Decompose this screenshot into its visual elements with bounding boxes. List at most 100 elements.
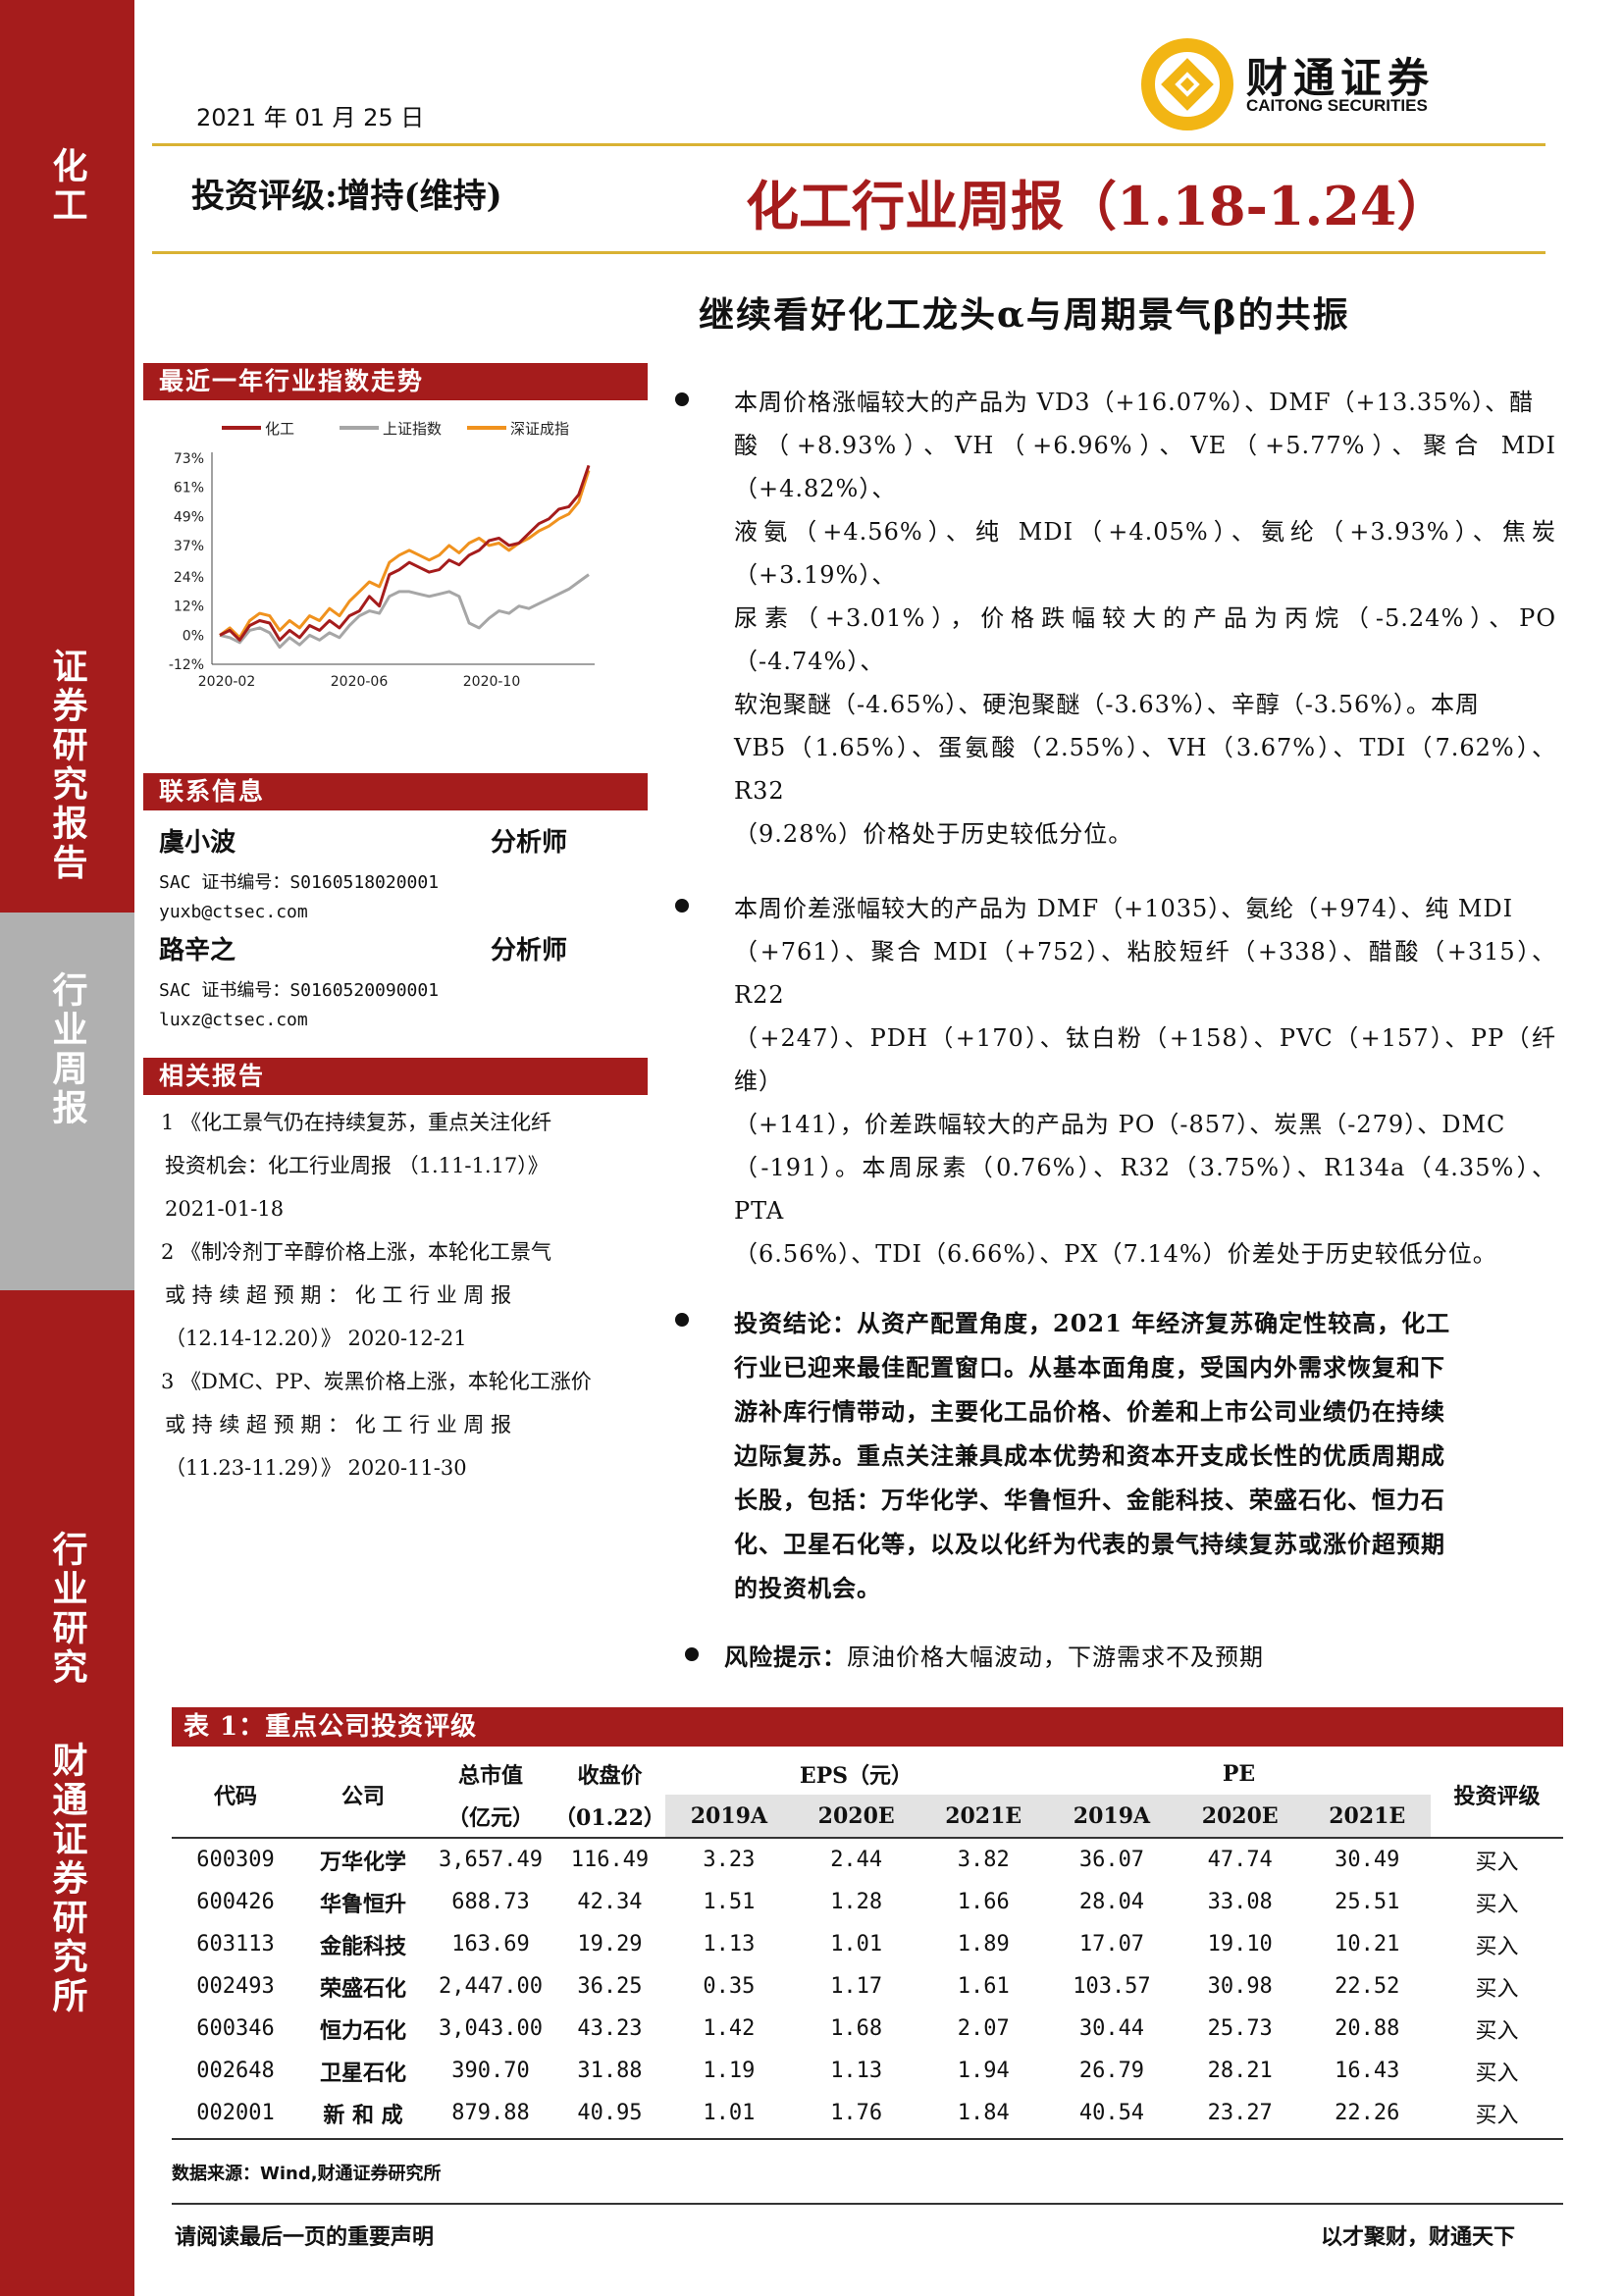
table-cell: 1.42: [703, 2016, 756, 2041]
x-tick-label: 2020-10: [463, 674, 521, 690]
table-row: 002648 卫星石化 390.70 31.88 1.19 1.13 1.94 26.79 28…: [172, 2050, 1563, 2092]
th-eps: EPS（元）: [799, 1762, 914, 1789]
related-item-date: （11.23-11.29）》 2020-11-30: [165, 1456, 467, 1480]
bullet-spread-change: 本周价差涨幅较大的产品为 DMF（+1035）、氨纶（+974）、纯 MDI （+…: [675, 887, 1556, 1276]
company-name: 荣盛石化: [319, 1975, 406, 2002]
related-item[interactable]: 2 《制冷剂丁辛醇价格上涨，本轮化工景气 或 持 续 超 预 期 ： 化 工 行…: [161, 1230, 642, 1360]
rating-cell: 买入: [1475, 1850, 1519, 1875]
x-tick-label: 2020-06: [331, 674, 389, 690]
bullet-line: 化、卫星石化等，以及以化纤为代表的景气持续复苏或涨价超预期: [734, 1530, 1445, 1558]
bullet-risk: 风险提示：原油价格大幅波动，下游需求不及预期: [685, 1636, 1556, 1679]
analyst-2-name: 路辛之: [159, 936, 236, 965]
bullet-line: 软泡聚醚（-4.65%）、硬泡聚醚（-3.63%）、辛醇（-3.56%）。本周: [734, 691, 1481, 718]
bullet-line: 边际复苏。重点关注兼具成本优势和资本开支成长性的优质周期成: [734, 1441, 1445, 1470]
series-line-0: [219, 464, 591, 642]
side-band-institute: 财通证券研究所: [46, 1742, 88, 2016]
bullet-line: 液氨（+4.56%）、纯 MDI（+4.05%）、氨纶（+3.93%）、焦炭（+…: [734, 518, 1556, 589]
legend-label: 上证指数: [383, 420, 442, 438]
rating-cell: 买入: [1475, 2103, 1519, 2128]
table-cell: 22.26: [1335, 2101, 1400, 2125]
y-tick-label: 49%: [174, 509, 204, 525]
table-cell: 116.49: [570, 1848, 650, 1872]
table-cell: 3.82: [957, 1848, 1010, 1872]
table-cell: 17.07: [1078, 1932, 1145, 1957]
th-year: 2020E: [1176, 1795, 1304, 1838]
bullet-line: 本周价差涨幅较大的产品为 DMF（+1035）、氨纶（+974）、纯 MDI: [734, 895, 1514, 922]
table-cell: 20.88: [1335, 2016, 1400, 2041]
related-item-line: 1 《化工景气仍在持续复苏，重点关注化纤: [161, 1111, 552, 1134]
company-name: 华鲁恒升: [319, 1891, 406, 1917]
table-row: 603113 金能科技 163.69 19.29 1.13 1.01 1.89 17.07 19…: [172, 1923, 1563, 1965]
rating-cell: 买入: [1475, 2018, 1519, 2044]
table-title: 表 1：重点公司投资评级: [172, 1707, 1563, 1747]
bullet-line: VB5（1.65%）、蛋氨酸（2.55%）、VH（3.67%）、TDI（7.62…: [734, 734, 1556, 805]
table-source: 数据来源：Wind,财通证券研究所: [172, 2164, 442, 2184]
index-chart: 化工 上证指数 深证成指 73% 61% 49% 37% 24% 12% 0% -12% 2020-0…: [143, 407, 648, 702]
bullet-line: 游补库行情带动，主要化工品价格、价差和上市公司业绩仍在持续: [734, 1397, 1445, 1426]
th-close-date: （01.22）: [554, 1804, 665, 1831]
table-cell: 1.13: [703, 1932, 756, 1957]
brand-name-en: CAITONG SECURITIES: [1246, 96, 1428, 115]
table-cell: 19.10: [1207, 1932, 1273, 1957]
related-list: 1 《化工景气仍在持续复苏，重点关注化纤 投资机会：化工行业周报 （1.11-1…: [161, 1101, 642, 1489]
company-name: 卫星石化: [319, 2060, 406, 2086]
y-tick-label: 37%: [174, 539, 204, 554]
series-line-2: [219, 469, 591, 640]
related-item-date: 2021-01-18: [165, 1197, 285, 1221]
table-cell: 688.73: [451, 1890, 530, 1914]
company-name: 万华化学: [319, 1849, 406, 1875]
bullet-line: （+761）、聚合 MDI（+752）、粘胶短纤（+338）、醋酸（+315）、…: [734, 938, 1556, 1009]
table-cell: 30.49: [1335, 1848, 1400, 1872]
side-band-gray: 行业周报: [0, 913, 134, 1290]
related-item-date: （12.14-12.20）》 2020-12-21: [165, 1327, 467, 1350]
table-cell: 163.69: [451, 1932, 530, 1957]
table-row: 600346 恒力石化 3,043.00 43.23 1.42 1.68 2.07 30.44…: [172, 2008, 1563, 2050]
bullet-line: （9.28%）价格处于历史较低分位。: [734, 820, 1133, 848]
table-cell: 23.27: [1207, 2101, 1273, 2125]
table-cell: 16.43: [1335, 2059, 1400, 2083]
related-item[interactable]: 3 《DMC、PP、炭黑价格上涨，本轮化工涨价 或 持 续 超 预 期 ： 化 …: [161, 1360, 642, 1489]
table-cell: 19.29: [577, 1932, 643, 1957]
analyst-2: 路辛之 分析师 SAC 证书编号：S0160520090001 luxz@cts…: [159, 930, 640, 1030]
th-year: 2019A: [1046, 1795, 1177, 1838]
table-cell: 28.04: [1078, 1890, 1145, 1914]
bullet-line: （+247）、PDH（+170）、钛白粉（+158）、PVC（+157）、PP（…: [734, 1024, 1556, 1095]
side-band-top: 化工 证券研究报告: [0, 0, 134, 913]
th-company: 公司: [341, 1784, 385, 1809]
analyst-1-email[interactable]: yuxb@ctsec.com: [159, 902, 308, 922]
rating-table: 代码 公司 总市值 收盘价 EPS（元） PE 投资评级 （亿元） （01.22…: [172, 1752, 1563, 2134]
company-name: 金能科技: [319, 1933, 406, 1959]
table-cell: 31.88: [577, 2059, 643, 2083]
table-cell: 1.28: [830, 1890, 883, 1914]
report-subtitle: 继续看好化工龙头α与周期景气β的共振: [699, 294, 1350, 336]
bullet-line: 行业已迎来最佳配置窗口。从基本面角度，受国内外需求恢复和下: [734, 1353, 1445, 1382]
bullet-dot-icon: [675, 1313, 689, 1327]
related-item-line: 2 《制冷剂丁辛醇价格上涨，本轮化工景气: [161, 1240, 552, 1264]
header-rule-bottom: [152, 251, 1545, 254]
table-cell: 30.44: [1078, 2016, 1145, 2041]
rating-table-body: 600309 万华化学 3,657.49 116.49 3.23 2.44 3.82 36.0…: [172, 1838, 1563, 2134]
rating-cell: 买入: [1475, 1934, 1519, 1959]
table-cell: 43.23: [577, 2016, 643, 2041]
th-year: 2021E: [1303, 1795, 1431, 1838]
side-band-bottom: 行业研究 财通证券研究所: [0, 1290, 134, 2296]
caitong-logo-icon: [1141, 38, 1233, 130]
table-cell: 002493: [196, 1974, 275, 1999]
table-cell: 600309: [196, 1848, 275, 1872]
th-code: 代码: [213, 1784, 257, 1809]
rating-label: 投资评级:增持(维持): [191, 177, 502, 216]
table-cell: 1.19: [703, 2059, 756, 2083]
bullet-line: （-191）。本周尿素（0.76%）、R32（3.75%）、R134a（4.35…: [734, 1154, 1556, 1225]
footer-disclaimer[interactable]: 请阅读最后一页的重要声明: [175, 2224, 435, 2250]
table-cell: 3,657.49: [439, 1848, 543, 1872]
rating-cell: 买入: [1475, 2061, 1519, 2086]
table-cell: 28.21: [1207, 2059, 1273, 2083]
analyst-2-email[interactable]: luxz@ctsec.com: [159, 1010, 308, 1030]
related-item[interactable]: 1 《化工景气仍在持续复苏，重点关注化纤 投资机会：化工行业周报 （1.11-1…: [161, 1101, 642, 1230]
table-cell: 1.01: [703, 2101, 756, 2125]
related-item-line: 或 持 续 超 预 期 ： 化 工 行 业 周 报: [165, 1283, 512, 1307]
side-band-report-type: 证券研究报告: [46, 648, 88, 883]
table-cell: 1.61: [957, 1974, 1010, 1999]
th-rating: 投资评级: [1453, 1784, 1541, 1809]
bullet-dot-icon: [675, 899, 689, 913]
